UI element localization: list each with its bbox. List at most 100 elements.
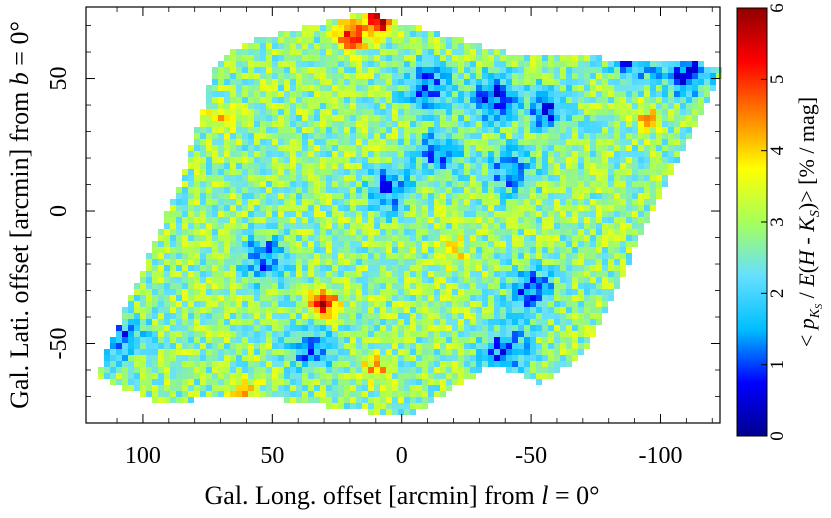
heatmap-cell: [572, 73, 578, 79]
heatmap-cell: [260, 355, 266, 361]
heatmap-cell: [578, 199, 584, 205]
heatmap-cell: [104, 355, 110, 361]
heatmap-cell: [410, 295, 416, 301]
heatmap-cell: [236, 199, 242, 205]
heatmap-cell: [146, 367, 152, 373]
heatmap-cell: [626, 109, 632, 115]
heatmap-cell: [596, 163, 602, 169]
heatmap-cell: [464, 181, 470, 187]
heatmap-cell: [332, 85, 338, 91]
heatmap-cell: [494, 247, 500, 253]
heatmap-cell: [482, 235, 488, 241]
heatmap-cell: [218, 325, 224, 331]
heatmap-cell: [344, 247, 350, 253]
heatmap-cell: [602, 175, 608, 181]
heatmap-cell: [470, 259, 476, 265]
heatmap-cell: [662, 133, 668, 139]
heatmap-cell: [584, 331, 590, 337]
heatmap-cell: [380, 145, 386, 151]
heatmap-cell: [428, 397, 434, 403]
heatmap-cell: [422, 241, 428, 247]
heatmap-cell: [224, 265, 230, 271]
heatmap-cell: [230, 145, 236, 151]
heatmap-cell: [392, 145, 398, 151]
heatmap-cell: [362, 331, 368, 337]
heatmap-cell: [500, 199, 506, 205]
heatmap-cell: [500, 55, 506, 61]
heatmap-cell: [320, 241, 326, 247]
heatmap-cell: [482, 193, 488, 199]
heatmap-cell: [578, 235, 584, 241]
heatmap-cell: [506, 151, 512, 157]
heatmap-cell: [584, 73, 590, 79]
heatmap-cell: [542, 205, 548, 211]
heatmap-cell: [488, 235, 494, 241]
heatmap-cell: [380, 343, 386, 349]
heatmap-cell: [332, 301, 338, 307]
heatmap-cell: [146, 295, 152, 301]
heatmap-cell: [332, 391, 338, 397]
heatmap-cell: [308, 55, 314, 61]
heatmap-cell: [218, 139, 224, 145]
colorbar-tick-label: 3: [767, 217, 788, 227]
heatmap-cell: [410, 133, 416, 139]
heatmap-cell: [404, 331, 410, 337]
heatmap-cell: [368, 121, 374, 127]
heatmap-cell: [452, 241, 458, 247]
heatmap-cell: [536, 187, 542, 193]
heatmap-cell: [266, 199, 272, 205]
heatmap-cell: [614, 121, 620, 127]
heatmap-cell: [386, 49, 392, 55]
heatmap-cell: [278, 331, 284, 337]
heatmap-cell: [248, 55, 254, 61]
heatmap-cell: [218, 241, 224, 247]
heatmap-cell: [446, 229, 452, 235]
heatmap-cell: [326, 85, 332, 91]
heatmap-cell: [302, 103, 308, 109]
heatmap-cell: [410, 127, 416, 133]
heatmap-cell: [602, 235, 608, 241]
heatmap-cell: [266, 49, 272, 55]
heatmap-cell: [386, 235, 392, 241]
heatmap-cell: [272, 187, 278, 193]
heatmap-cell: [188, 277, 194, 283]
heatmap-cell: [476, 313, 482, 319]
heatmap-cell: [260, 163, 266, 169]
heatmap-cell: [290, 169, 296, 175]
heatmap-cell: [308, 157, 314, 163]
heatmap-cell: [452, 139, 458, 145]
heatmap-cell: [230, 139, 236, 145]
heatmap-cell: [620, 85, 626, 91]
heatmap-cell: [188, 211, 194, 217]
heatmap-cell: [404, 109, 410, 115]
heatmap-cell: [596, 265, 602, 271]
heatmap-cell: [368, 73, 374, 79]
heatmap-cell: [602, 295, 608, 301]
heatmap-cell: [200, 247, 206, 253]
heatmap-cell: [206, 295, 212, 301]
heatmap-cell: [290, 349, 296, 355]
heatmap-cell: [158, 295, 164, 301]
heatmap-cell: [302, 37, 308, 43]
heatmap-cell: [284, 97, 290, 103]
heatmap-cell: [662, 109, 668, 115]
heatmap-cell: [512, 115, 518, 121]
heatmap-cell: [224, 205, 230, 211]
heatmap-cell: [236, 253, 242, 259]
heatmap-cell: [374, 169, 380, 175]
heatmap-cell: [218, 223, 224, 229]
heatmap-cell: [458, 145, 464, 151]
heatmap-cell: [626, 223, 632, 229]
heatmap-cell: [272, 163, 278, 169]
heatmap-cell: [476, 223, 482, 229]
heatmap-cell: [560, 295, 566, 301]
heatmap-cell: [368, 301, 374, 307]
heatmap-cell: [596, 151, 602, 157]
heatmap-cell: [206, 385, 212, 391]
heatmap-cell: [584, 337, 590, 343]
heatmap-cell: [434, 175, 440, 181]
heatmap-cell: [368, 271, 374, 277]
heatmap-cell: [464, 61, 470, 67]
heatmap-cell: [350, 391, 356, 397]
heatmap-cell: [242, 217, 248, 223]
